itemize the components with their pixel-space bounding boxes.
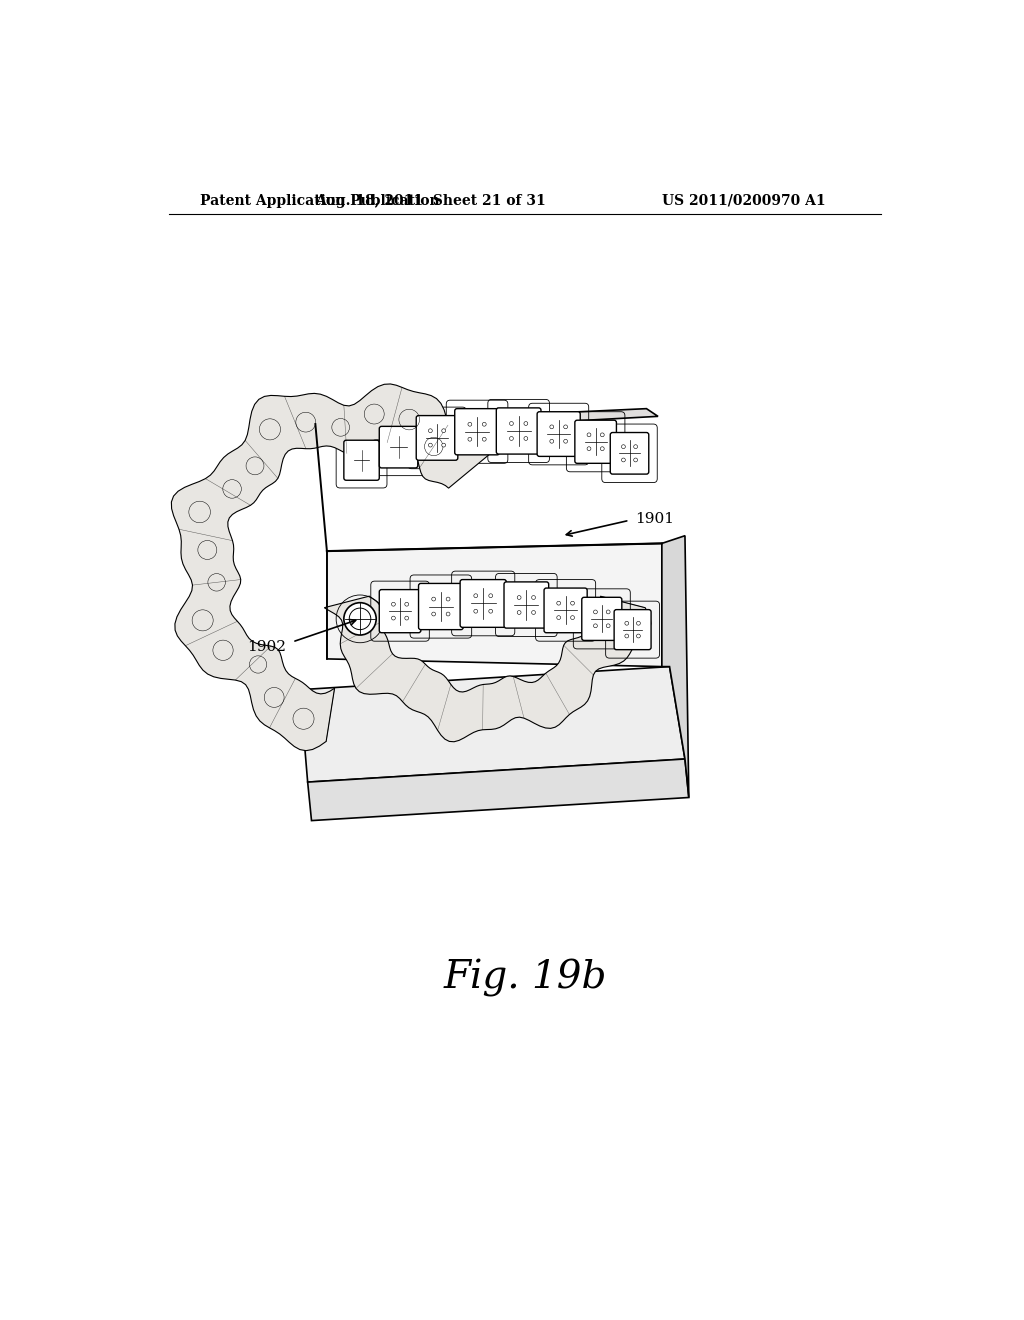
Polygon shape <box>327 544 662 667</box>
Circle shape <box>517 595 521 599</box>
Circle shape <box>474 610 477 614</box>
Circle shape <box>468 437 472 441</box>
Circle shape <box>570 615 574 619</box>
Circle shape <box>344 603 376 635</box>
FancyBboxPatch shape <box>504 582 549 628</box>
Text: Aug. 18, 2011  Sheet 21 of 31: Aug. 18, 2011 Sheet 21 of 31 <box>315 194 546 207</box>
Circle shape <box>510 437 513 441</box>
Circle shape <box>482 437 486 441</box>
Circle shape <box>524 437 527 441</box>
Text: Fig. 19b: Fig. 19b <box>443 960 606 998</box>
Circle shape <box>432 612 435 616</box>
Circle shape <box>524 421 527 425</box>
Text: 1902: 1902 <box>248 640 287 655</box>
Circle shape <box>637 622 640 626</box>
Circle shape <box>563 425 567 429</box>
Circle shape <box>446 612 450 616</box>
Text: Patent Application Publication: Patent Application Publication <box>200 194 439 207</box>
Polygon shape <box>662 536 689 797</box>
Circle shape <box>606 624 610 628</box>
Circle shape <box>625 634 629 638</box>
FancyBboxPatch shape <box>538 412 581 457</box>
Circle shape <box>622 458 626 462</box>
Circle shape <box>550 440 554 444</box>
Circle shape <box>634 458 638 462</box>
Text: 1901: 1901 <box>635 512 674 525</box>
Circle shape <box>587 446 591 450</box>
Polygon shape <box>300 667 685 781</box>
FancyBboxPatch shape <box>419 583 463 630</box>
Circle shape <box>594 624 597 628</box>
Circle shape <box>550 425 554 429</box>
Circle shape <box>510 421 513 425</box>
Text: US 2011/0200970 A1: US 2011/0200970 A1 <box>662 194 825 207</box>
Circle shape <box>622 445 626 449</box>
FancyBboxPatch shape <box>544 589 587 632</box>
Circle shape <box>428 429 432 433</box>
Circle shape <box>432 597 435 601</box>
FancyBboxPatch shape <box>455 409 500 455</box>
Polygon shape <box>325 597 651 742</box>
FancyBboxPatch shape <box>497 408 541 454</box>
Circle shape <box>488 610 493 614</box>
Circle shape <box>428 444 432 447</box>
Circle shape <box>634 445 638 449</box>
Circle shape <box>349 609 371 630</box>
Circle shape <box>606 610 610 614</box>
Circle shape <box>531 611 536 614</box>
Polygon shape <box>171 384 489 751</box>
FancyBboxPatch shape <box>582 597 622 640</box>
FancyBboxPatch shape <box>574 420 616 463</box>
Circle shape <box>474 594 477 598</box>
Circle shape <box>391 602 395 606</box>
FancyBboxPatch shape <box>379 590 421 632</box>
FancyBboxPatch shape <box>460 579 506 627</box>
Circle shape <box>557 601 560 605</box>
Circle shape <box>600 433 604 437</box>
FancyBboxPatch shape <box>614 610 651 649</box>
Circle shape <box>570 601 574 605</box>
Circle shape <box>587 433 591 437</box>
Circle shape <box>391 616 395 620</box>
FancyBboxPatch shape <box>379 426 418 469</box>
Circle shape <box>446 597 450 601</box>
Circle shape <box>468 422 472 426</box>
FancyBboxPatch shape <box>416 416 458 461</box>
Circle shape <box>441 429 445 433</box>
Circle shape <box>600 446 604 450</box>
Polygon shape <box>315 409 658 434</box>
Circle shape <box>404 602 409 606</box>
Circle shape <box>637 634 640 638</box>
Circle shape <box>557 615 560 619</box>
Circle shape <box>594 610 597 614</box>
Circle shape <box>625 622 629 626</box>
Circle shape <box>404 616 409 620</box>
Circle shape <box>563 440 567 444</box>
Circle shape <box>488 594 493 598</box>
Circle shape <box>441 444 445 447</box>
Circle shape <box>482 422 486 426</box>
Polygon shape <box>307 759 689 821</box>
FancyBboxPatch shape <box>610 433 649 474</box>
Circle shape <box>517 611 521 614</box>
Circle shape <box>531 595 536 599</box>
FancyBboxPatch shape <box>344 441 379 480</box>
